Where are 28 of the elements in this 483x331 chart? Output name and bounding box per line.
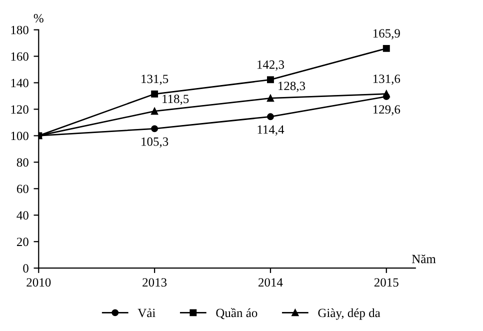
legend-label: Vải (138, 308, 156, 318)
y-tick-label: 140 (11, 78, 28, 88)
data-label: 114,4 (258, 125, 284, 136)
data-label: 142,3 (258, 60, 284, 71)
y-axis-title: % (34, 14, 44, 23)
y-tick-label: 80 (16, 158, 28, 167)
legend-label: Quần áo (216, 308, 258, 320)
data-label: 118,5 (162, 94, 189, 105)
y-tick-label: 60 (16, 184, 28, 194)
x-tick-label: 2014 (258, 278, 283, 287)
y-tick-label: 120 (11, 105, 28, 114)
x-axis-title: Năm (412, 254, 436, 264)
y-tick-label: 20 (16, 238, 28, 246)
y-tick-label: 0 (23, 264, 28, 273)
y-tick-label: 100 (11, 132, 28, 140)
data-label: 129,6 (373, 105, 400, 116)
data-label: 105,3 (142, 137, 168, 148)
legend-label: Giày, dép da (318, 308, 380, 320)
data-label: 131,6 (373, 74, 400, 85)
x-tick-label: 2013 (142, 278, 167, 287)
data-label: 131,5 (142, 74, 168, 85)
x-tick-label: 2010 (26, 278, 51, 287)
y-tick-label: 160 (11, 52, 28, 61)
data-label: 165,9 (373, 29, 400, 40)
y-tick-label: 180 (11, 26, 28, 34)
data-label: 128,3 (278, 82, 306, 92)
x-tick-label: 2015 (374, 278, 398, 287)
y-tick-label: 40 (16, 211, 28, 220)
